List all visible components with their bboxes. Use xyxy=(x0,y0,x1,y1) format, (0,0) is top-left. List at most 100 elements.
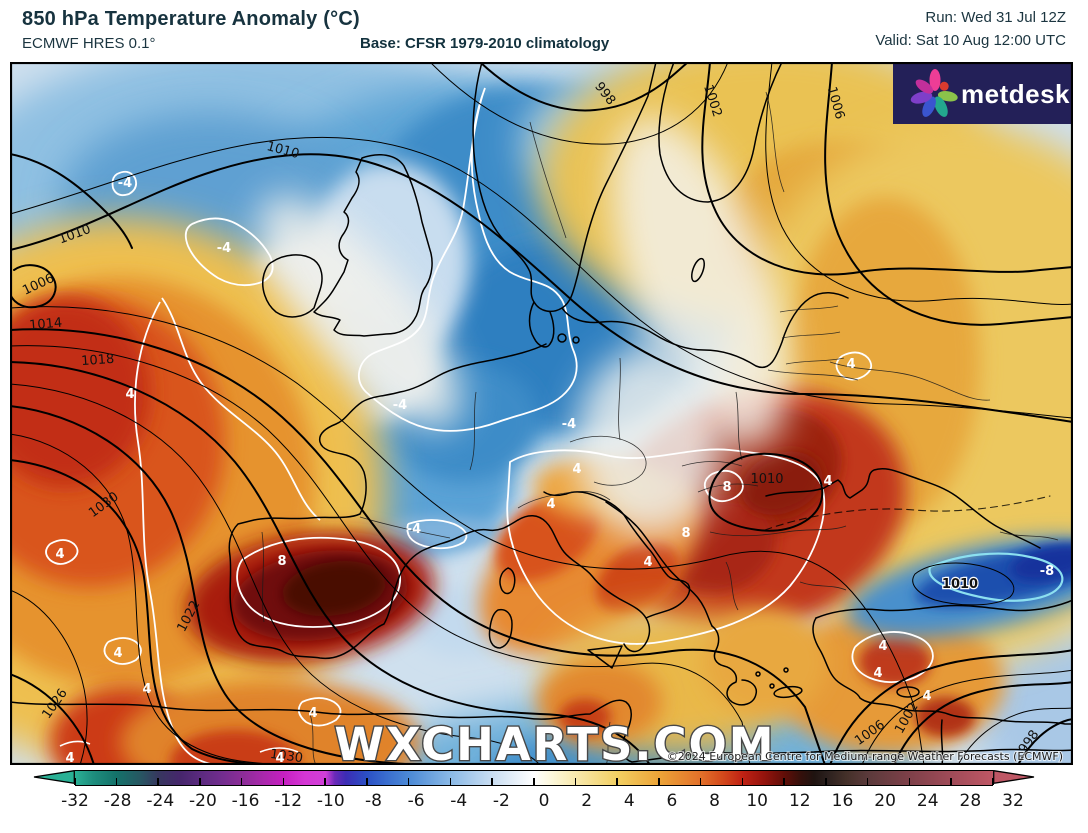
anomaly-label: 4 xyxy=(572,462,581,477)
anomaly-label: 4 xyxy=(846,357,855,372)
colorbar-tick-mark xyxy=(783,778,785,785)
anomaly-label: 4 xyxy=(142,682,151,697)
colorbar-tick-label: -12 xyxy=(274,791,303,811)
anomaly-label: 4 xyxy=(878,639,887,654)
colorbar-tick-mark xyxy=(908,778,911,785)
anomaly-label: 8 xyxy=(277,554,286,569)
anomaly-label: 4 xyxy=(873,666,882,681)
anomaly-value-labels: -4 -4 -4 -4 -4 4 4 4 4 8 8 8 4 4 4 4 4 4… xyxy=(55,176,1054,765)
colorbar-tick-label: -2 xyxy=(492,791,510,811)
colorbar-tick-mark xyxy=(282,778,285,785)
anomaly-label: 4 xyxy=(275,751,284,765)
colorbar-tick-label: -16 xyxy=(231,791,260,811)
colorbar-tick-label: -4 xyxy=(450,791,468,811)
colorbar-tick-mark xyxy=(658,778,660,785)
colorbar-tick-mark xyxy=(950,778,952,785)
metdesk-logo: metdesk xyxy=(893,62,1073,124)
anomaly-label: 4 xyxy=(113,646,122,661)
anomaly-label: 4 xyxy=(65,751,74,765)
anomaly-contours xyxy=(45,87,1064,765)
anomaly-label: -4 xyxy=(407,522,421,537)
colorbar-labels: -32 -28 -24 -20 -16 -12 -10 -8 -6 -4 -2 0 2 4 6 8 10 12 16… xyxy=(61,791,1024,813)
colorbar-tick-label: -32 xyxy=(61,791,89,811)
weather-map: 998 1002 1006 1010 1010 1006 1014 1018 1… xyxy=(10,62,1073,765)
colorbar-tick-label: 8 xyxy=(709,791,720,811)
colorbar-tick-mark xyxy=(825,778,827,785)
colorbar-tick-mark xyxy=(866,778,869,785)
left-arrow-shape xyxy=(33,770,75,784)
logo-brand-text: metdesk xyxy=(961,79,1070,109)
colorbar-tick-mark xyxy=(533,778,535,785)
country-borders xyxy=(261,91,1059,765)
colorbar-tick-mark xyxy=(699,778,702,785)
anomaly-label: 8 xyxy=(722,480,731,495)
colorbar-tick-label: -28 xyxy=(103,791,132,811)
isobar-label: 1014 xyxy=(29,316,63,334)
colorbar-tick-label: -24 xyxy=(146,791,175,811)
anomaly-label: -4 xyxy=(217,241,231,256)
isobar-label: 1018 xyxy=(81,352,115,369)
colorbar-tick-label: 2 xyxy=(581,791,593,811)
colorbar-tick-label: 4 xyxy=(623,791,635,811)
map-border xyxy=(10,62,1073,765)
map-svg: 998 1002 1006 1010 1010 1006 1014 1018 1… xyxy=(10,62,1073,765)
colorbar-tick-mark xyxy=(74,778,76,785)
anomaly-label: 8 xyxy=(681,526,690,541)
colorbar-tick-mark xyxy=(741,778,744,785)
colorbar-tick-mark xyxy=(449,778,452,785)
anomaly-label: 4 xyxy=(55,547,64,562)
colorbar-tick-mark xyxy=(616,778,618,785)
anomaly-label: 4 xyxy=(546,497,555,512)
isobar-label: 1010 xyxy=(942,577,978,592)
isobar-label: 1030 xyxy=(269,747,304,765)
isobars xyxy=(10,62,1073,765)
model-subtitle: ECMWF HRES 0.1° xyxy=(22,35,156,52)
colorbar-tick-label: -8 xyxy=(364,791,382,811)
colorbar-right-arrow-icon xyxy=(993,770,1035,784)
colorbar-tick-mark xyxy=(491,778,493,785)
copyright-text: ©2024 European Centre for Medium-range W… xyxy=(667,750,1063,763)
colorbar-left-arrow-icon xyxy=(33,770,75,784)
run-time-label: Run: Wed 31 Jul 12Z xyxy=(925,9,1066,26)
colorbar-tick-mark xyxy=(115,778,118,785)
colorbar-tick-label: 20 xyxy=(874,791,896,811)
colorbar-tick-label: 24 xyxy=(916,791,939,811)
anomaly-label: 4 xyxy=(643,555,652,570)
anomaly-label: -4 xyxy=(562,417,576,432)
colorbar-tick-mark xyxy=(574,778,577,785)
anomaly-label: 4 xyxy=(308,706,317,721)
colorbar-tick-label: 10 xyxy=(746,791,768,811)
colorbar-tick-label: 0 xyxy=(538,791,550,811)
climatology-base-label: Base: CFSR 1979-2010 climatology xyxy=(360,35,610,52)
colorbar xyxy=(33,770,1035,786)
colorbar-tick-mark xyxy=(366,778,368,785)
colorbar-tick-label: 32 xyxy=(1002,791,1024,811)
valid-time-label: Valid: Sat 10 Aug 12:00 UTC xyxy=(875,32,1066,49)
colorbar-tick-label: 16 xyxy=(831,791,854,811)
colorbar-tick-mark xyxy=(240,778,243,785)
anomaly-label: -8 xyxy=(1040,564,1054,579)
anomaly-label: -4 xyxy=(118,176,132,191)
isobar-label: 1010 xyxy=(750,472,783,487)
anomaly-label: 4 xyxy=(922,689,931,704)
colorbar-tick-label: -20 xyxy=(189,791,217,811)
colorbar-tick-label: 6 xyxy=(666,791,678,811)
colorbar-tick-mark xyxy=(324,778,326,785)
colorbar-tick-label: 28 xyxy=(959,791,982,811)
anomaly-label: 4 xyxy=(823,474,832,489)
colorbar-tick-label: -10 xyxy=(316,791,345,811)
temperature-anomaly-field xyxy=(10,62,1073,765)
anomaly-label: -4 xyxy=(393,398,407,413)
colorbar-tick-mark xyxy=(199,778,201,785)
anomaly-label: 4 xyxy=(125,387,134,402)
metdesk-flower-icon xyxy=(910,69,958,117)
colorbar-tick-mark xyxy=(157,778,159,785)
colorbar-tick-label: -6 xyxy=(407,791,425,811)
colorbar-gradient xyxy=(74,770,994,786)
colorbar-tick-mark xyxy=(992,778,994,785)
colorbar-tick-mark xyxy=(407,778,410,785)
colorbar-tick-label: 12 xyxy=(788,791,811,811)
page-title: 850 hPa Temperature Anomaly (°C) xyxy=(22,8,360,30)
watermark-text: WXCHARTS.COM xyxy=(334,718,775,765)
